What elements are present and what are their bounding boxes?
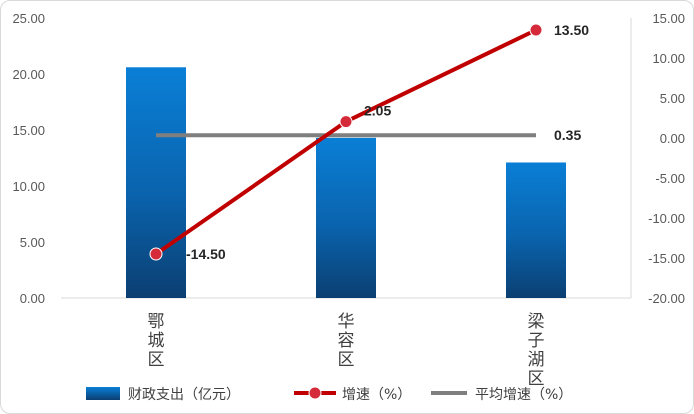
category-label-char: 容	[338, 331, 355, 351]
right-axis-tick-label: 10.00	[652, 51, 685, 66]
left-axis-tick-label: 25.00	[12, 11, 45, 26]
bar-3	[506, 162, 566, 298]
right-axis-tick-label: -20.00	[648, 291, 685, 306]
growth-data-label-3: 13.50	[554, 22, 589, 38]
bar-1	[126, 67, 186, 298]
left-axis-tick-label: 10.00	[12, 179, 45, 194]
right-axis-tick-label: 0.00	[660, 131, 685, 146]
left-axis-tick-label: 5.00	[20, 235, 45, 250]
average-growth-label: 0.35	[554, 127, 581, 143]
legend-growth-label: 增速（%）	[342, 387, 411, 403]
category-label-char: 区	[148, 350, 165, 370]
legend-bar-swatch	[86, 387, 120, 400]
category-label-char: 湖	[528, 350, 545, 370]
left-axis-tick-label: 15.00	[12, 123, 45, 138]
growth-point-3	[529, 23, 543, 37]
right-axis-tick-label: 5.00	[660, 91, 685, 106]
right-axis-tick-label: -10.00	[648, 211, 685, 226]
left-axis-tick-label: 0.00	[20, 291, 45, 306]
growth-data-label-1: -14.50	[186, 246, 226, 262]
left-axis-tick-label: 20.00	[12, 67, 45, 82]
category-label-char: 华	[338, 312, 355, 332]
category-label-char: 区	[338, 350, 355, 370]
legend-bar-label: 财政支出（亿元）	[128, 387, 240, 403]
category-label-char: 梁	[528, 312, 545, 332]
category-label-char: 子	[528, 331, 545, 351]
growth-point-1	[149, 247, 163, 261]
category-label-char: 城	[148, 331, 165, 351]
growth-data-label-2: 2.05	[364, 103, 391, 119]
right-axis-tick-label: -15.00	[648, 251, 685, 266]
category-label-char: 区	[528, 369, 545, 389]
right-axis-tick-label: -5.00	[655, 171, 685, 186]
legend-growth-swatch-marker	[308, 386, 322, 400]
growth-point-2	[339, 115, 353, 129]
category-label-char: 鄂	[148, 312, 165, 332]
legend-average-label: 平均增速（%）	[475, 387, 572, 403]
right-axis-tick-label: 15.00	[652, 11, 685, 26]
bar-2	[316, 137, 376, 298]
